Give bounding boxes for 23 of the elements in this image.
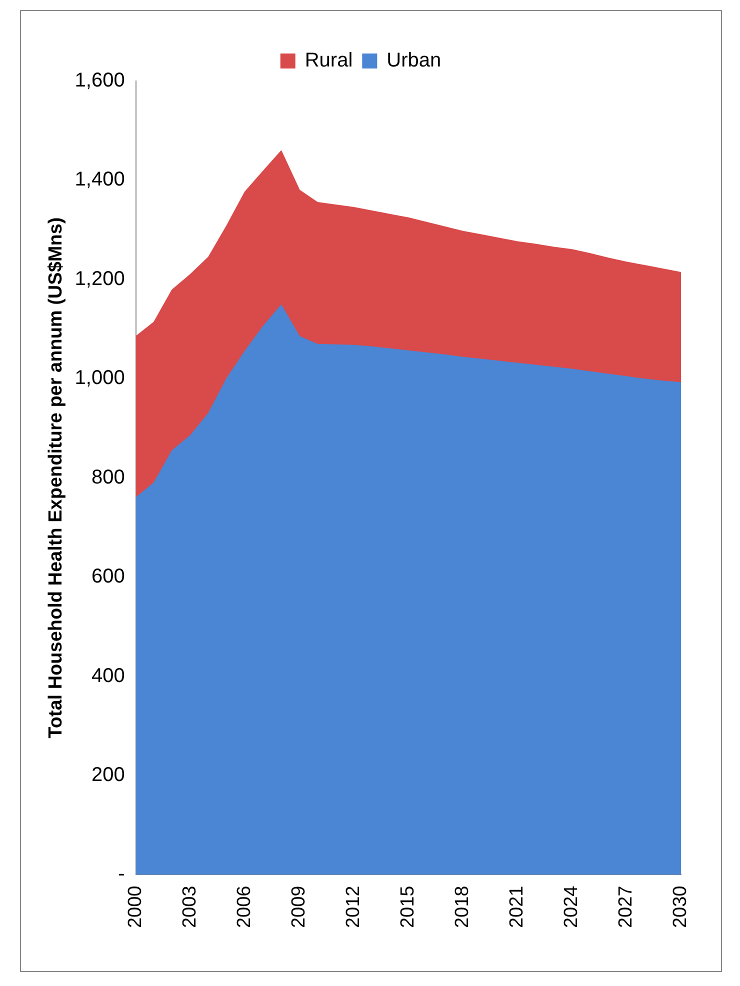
y-axis-title: Total Household Health Expenditure per annum (US$Mns) [46, 217, 67, 738]
legend-label: Urban [386, 50, 442, 72]
x-tick-label: 2000 [125, 886, 146, 928]
y-tick-label: 1,200 [74, 268, 125, 290]
y-tick-label: 1,400 [74, 168, 125, 191]
y-tick-label: 400 [91, 664, 125, 687]
y-tick-label: 600 [91, 566, 125, 588]
x-tick-label: 2018 [452, 886, 474, 928]
x-tick-label: 2003 [180, 886, 201, 928]
x-tick-label: 2030 [670, 886, 692, 928]
x-tick-label: 2015 [398, 886, 419, 928]
x-tick-label: 2027 [616, 886, 637, 928]
x-tick-label: 2024 [561, 885, 582, 928]
y-tick-label: 800 [91, 466, 125, 488]
y-tick-label: 1,000 [74, 367, 125, 390]
y-tick-label: - [118, 863, 125, 886]
x-tick-label: 2009 [288, 886, 310, 928]
x-tick-label: 2021 [506, 886, 528, 928]
legend-label: Rural [304, 50, 353, 72]
y-tick-label: 1,600 [74, 70, 125, 92]
x-tick-label: 2006 [234, 886, 256, 928]
y-tick-label: 200 [91, 764, 125, 786]
x-tick-label: 2012 [343, 886, 364, 928]
